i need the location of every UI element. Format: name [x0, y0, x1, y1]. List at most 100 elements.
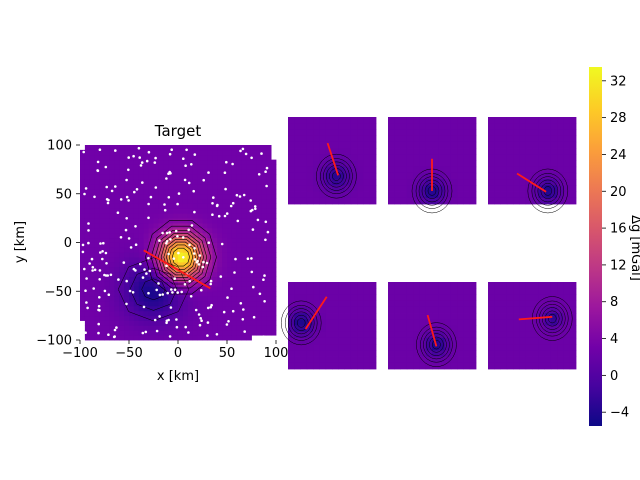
panel-cell — [563, 179, 571, 186]
grid-cell — [173, 252, 179, 258]
panel-cell — [388, 172, 395, 180]
station-point — [180, 290, 183, 294]
grid-cell — [138, 154, 145, 161]
panel-cell — [463, 337, 471, 345]
grid-cell — [266, 325, 272, 331]
grid-cell — [236, 169, 243, 175]
panel-cell — [300, 331, 308, 339]
panel-cell — [350, 306, 358, 314]
grid-cell — [114, 301, 120, 307]
grid-cell — [251, 174, 257, 180]
grid-cell — [212, 262, 218, 268]
grid-cell — [168, 242, 174, 248]
panel-cell — [450, 123, 458, 130]
panel-cell — [338, 154, 345, 161]
grid-cell — [227, 315, 233, 321]
grid-cell — [89, 193, 96, 200]
grid-cell — [212, 184, 218, 190]
station-point — [193, 210, 196, 214]
panel-cell — [513, 154, 520, 161]
grid-cell — [271, 276, 277, 282]
grid-cell — [251, 305, 257, 312]
panel-cell — [557, 331, 564, 339]
grid-cell — [124, 218, 130, 224]
grid-cell — [109, 266, 115, 273]
station-point — [96, 160, 100, 164]
grid-cell — [148, 179, 154, 185]
grid-cell — [236, 305, 243, 312]
grid-cell — [114, 291, 120, 297]
panel-cell — [313, 337, 320, 345]
grid-cell — [143, 169, 149, 175]
grid-cell — [266, 154, 272, 161]
station-point — [125, 302, 128, 306]
grid-cell — [114, 335, 120, 341]
grid-cell — [119, 174, 125, 180]
grid-cell — [109, 335, 115, 341]
panel-cell — [394, 300, 401, 308]
panel-cell — [488, 191, 495, 199]
panel-cell — [506, 313, 514, 320]
grid-cell — [271, 266, 277, 273]
panel-cell — [419, 179, 427, 186]
grid-cell — [236, 271, 243, 278]
panel-cell — [432, 288, 439, 295]
grid-cell — [114, 232, 120, 239]
panel-cell — [406, 362, 414, 370]
grid-cell — [143, 164, 149, 170]
grid-cell — [104, 247, 110, 253]
panel-cell — [438, 282, 445, 289]
grid-cell — [246, 262, 252, 268]
grid-cell — [217, 179, 223, 185]
grid-cell — [227, 281, 233, 287]
grid-cell — [153, 203, 159, 209]
panel-cell — [357, 319, 364, 326]
grid-cell — [217, 154, 223, 161]
panel-cell — [469, 141, 477, 149]
grid-cell — [143, 276, 149, 282]
grid-cell — [80, 223, 86, 229]
grid-cell — [99, 208, 105, 214]
grid-cell — [231, 247, 238, 253]
station-point — [128, 289, 132, 293]
grid-cell — [261, 164, 267, 170]
grid-cell — [89, 208, 96, 214]
grid-cell — [153, 193, 159, 200]
grid-cell — [158, 184, 164, 190]
grid-cell — [212, 227, 218, 234]
grid-cell — [163, 159, 169, 165]
grid-cell — [138, 305, 145, 312]
panel-cell — [457, 325, 464, 333]
panel-cell — [406, 191, 414, 199]
grid-cell — [148, 149, 154, 156]
panel-cell — [288, 123, 295, 130]
grid-cell — [129, 145, 135, 151]
panel-cell — [569, 313, 577, 320]
panel-cell — [569, 331, 577, 339]
grid-cell — [217, 257, 223, 263]
grid-cell — [178, 320, 184, 326]
grid-cell — [256, 330, 262, 336]
grid-cell — [173, 149, 179, 156]
grid-cell — [148, 237, 154, 243]
grid-cell — [94, 179, 100, 185]
grid-cell — [104, 252, 110, 258]
grid-cell — [261, 188, 267, 195]
grid-cell — [80, 169, 86, 175]
grid-cell — [202, 164, 208, 170]
grid-cell — [173, 198, 179, 204]
grid-cell — [99, 188, 105, 195]
grid-cell — [182, 266, 189, 273]
panel-cell — [294, 288, 301, 295]
panel-cell — [432, 300, 439, 308]
grid-cell — [158, 149, 164, 156]
grid-cell — [266, 188, 272, 195]
grid-cell — [99, 213, 105, 219]
panel-cell — [400, 185, 408, 192]
panel-cell — [313, 135, 320, 143]
panel-cell — [563, 325, 571, 333]
panel-cell — [563, 135, 571, 143]
station-point — [169, 172, 172, 175]
panel-cell — [344, 319, 352, 326]
station-point — [231, 309, 235, 313]
